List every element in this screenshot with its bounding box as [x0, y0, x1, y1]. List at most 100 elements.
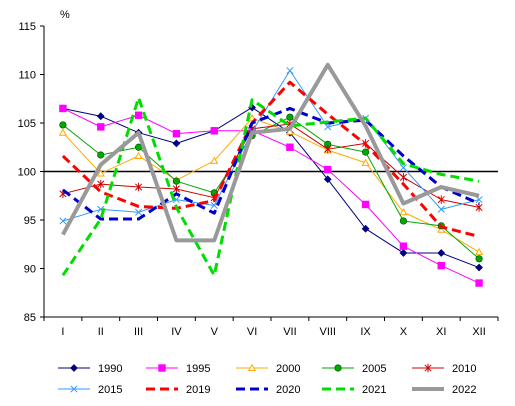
legend: 1990 1995 2000 2005 2010 2015 2019 2020 2021 2022 [58, 363, 476, 396]
y-axis-unit-label: % [60, 9, 70, 21]
data-point [134, 151, 143, 160]
series-2005 [59, 113, 483, 263]
data-point [399, 217, 408, 225]
data-point-stroke [399, 164, 407, 172]
data-point [475, 279, 483, 287]
data-point [475, 196, 483, 204]
data-point [437, 249, 446, 257]
legend-item-1990: 1990 [58, 363, 122, 375]
legend-item-2015: 2015 [58, 384, 122, 396]
legend-item-2005: 2005 [322, 363, 386, 375]
data-point [399, 208, 408, 216]
data-point [97, 123, 105, 131]
x-tick-label: VI [247, 326, 257, 338]
series-line-1990 [62, 106, 480, 268]
x-tick-label: XII [472, 326, 485, 338]
data-point [437, 195, 445, 204]
data-point [96, 112, 105, 121]
data-point [96, 169, 105, 177]
data-point [324, 123, 332, 131]
legend-label: 2010 [452, 363, 476, 375]
data-point [399, 173, 407, 182]
legend-label: 2022 [452, 384, 476, 396]
series-line-2022 [61, 62, 480, 243]
data-point [286, 143, 294, 151]
x-tick-label: I [61, 326, 64, 338]
data-point [399, 164, 407, 172]
y-tick-label: 115 [18, 21, 36, 33]
data-point [247, 363, 257, 372]
data-point-stroke [210, 201, 218, 210]
x-tick-label: II [98, 326, 104, 338]
legend-item-2021: 2021 [322, 384, 386, 396]
data-point [437, 205, 445, 213]
legend-item-2020: 2020 [236, 384, 300, 396]
data-point [97, 151, 105, 159]
legend-label: 2019 [186, 384, 210, 396]
data-point [424, 363, 432, 373]
data-point [323, 175, 332, 184]
series-2022 [61, 62, 480, 243]
data-point [59, 217, 67, 225]
x-tick-label: IV [171, 326, 182, 338]
data-point [286, 113, 294, 121]
legend-label: 1995 [186, 363, 210, 375]
data-point [210, 156, 219, 164]
legend-label: 2015 [98, 384, 122, 396]
data-point [324, 144, 332, 154]
series-layer [58, 62, 484, 287]
data-point-stroke [475, 196, 483, 204]
data-point-stroke [286, 67, 294, 75]
x-tick-label: X [400, 326, 408, 338]
data-point-stroke [324, 123, 332, 131]
data-point [334, 364, 342, 372]
series-line-2019 [61, 80, 480, 238]
data-point [399, 242, 408, 250]
legend-item-1995: 1995 [146, 363, 210, 375]
data-point [70, 385, 78, 393]
series-line-2020 [62, 106, 480, 221]
x-tick-label: VII [283, 326, 296, 338]
legend-label: 2005 [362, 363, 386, 375]
x-tick-label: VIII [319, 326, 336, 338]
data-point [475, 247, 484, 256]
data-point [475, 255, 483, 263]
data-point [172, 177, 181, 185]
series-line-2021 [61, 96, 480, 277]
data-point-stroke [172, 196, 180, 204]
data-point-stroke [135, 208, 143, 216]
legend-item-2010: 2010 [412, 363, 476, 375]
data-point [475, 203, 483, 212]
data-point [361, 158, 370, 166]
data-point [172, 129, 181, 138]
data-point [286, 67, 294, 75]
series-2019 [61, 80, 480, 238]
y-tick-label: 95 [24, 215, 36, 227]
series-line-2010 [62, 123, 480, 208]
legend-item-2019: 2019 [146, 384, 210, 396]
y-tick-label: 100 [18, 167, 36, 179]
legend-label: 2021 [362, 384, 386, 396]
x-tick-label: V [211, 326, 219, 338]
data-point [437, 261, 445, 270]
y-tick-label: 105 [18, 118, 36, 130]
legend-label: 2000 [276, 363, 300, 375]
data-point [70, 364, 78, 372]
data-point [135, 208, 143, 216]
data-point [324, 165, 332, 174]
series-2020 [62, 106, 480, 221]
data-point [172, 139, 181, 148]
series-2021 [61, 96, 480, 277]
data-point [172, 184, 180, 194]
series-line-2000 [62, 117, 480, 253]
y-tick-label: 110 [18, 70, 36, 82]
series-line-2005 [62, 116, 480, 260]
x-tick-label: IX [360, 326, 371, 338]
data-point [361, 200, 370, 209]
data-point [210, 201, 218, 210]
data-point [399, 249, 408, 257]
data-point-stroke [437, 205, 445, 213]
data-point-stroke [97, 205, 105, 213]
